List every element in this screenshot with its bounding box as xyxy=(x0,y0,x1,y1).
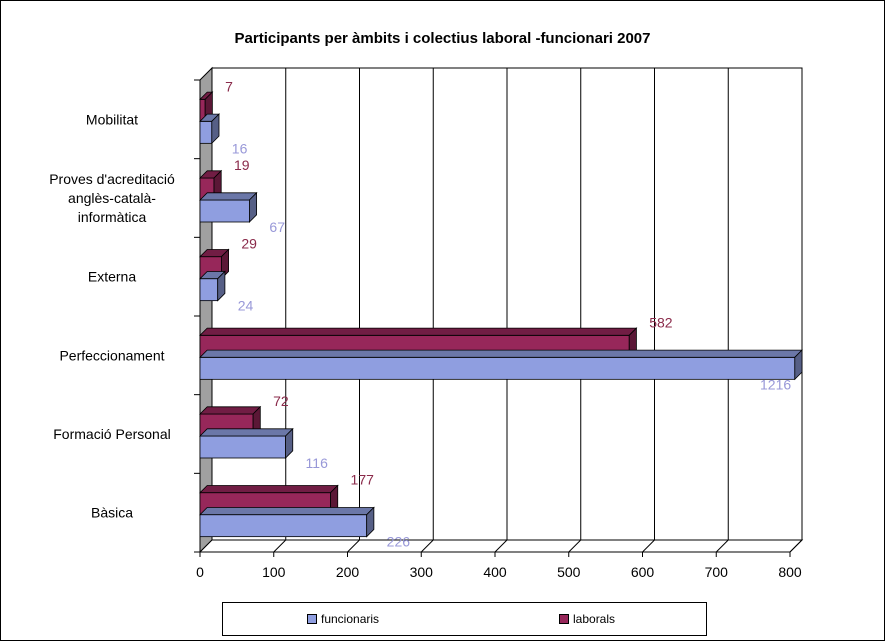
bar-funcionaris-2-front xyxy=(199,278,219,302)
category-labels: Mobilitat Proves d'acreditació anglès-cata… xyxy=(49,111,175,520)
x-tick-label: 200 xyxy=(336,564,360,580)
x-tick-label: 600 xyxy=(631,564,655,580)
bar-funcionaris-3-top xyxy=(199,349,803,358)
category-label: Mobilitat xyxy=(86,111,138,127)
value-label-laborals-4: 72 xyxy=(273,393,289,409)
bar-laborals-4-top xyxy=(199,406,262,415)
x-tick-label: 500 xyxy=(557,564,581,580)
bar-funcionaris-4 xyxy=(199,427,294,459)
bar-funcionaris-0 xyxy=(199,113,220,145)
legend-swatch-laborals xyxy=(559,614,569,624)
bar-funcionaris-3-side xyxy=(794,349,803,381)
legend: funcionaris laborals xyxy=(222,602,707,636)
bar-laborals-3-top xyxy=(199,327,638,336)
x-tick-label: 0 xyxy=(196,564,204,580)
legend-label-funcionaris: funcionaris xyxy=(321,612,380,626)
legend-swatch-funcionaris xyxy=(307,614,317,624)
category-label: Perfeccionament xyxy=(59,347,164,363)
gridline-floor xyxy=(642,539,655,553)
bar-funcionaris-0-side xyxy=(211,113,220,145)
category-label: informàtica xyxy=(78,209,147,225)
bar-laborals-5-top xyxy=(199,485,339,494)
bar-funcionaris-1-front xyxy=(199,199,250,223)
plot-walls xyxy=(198,66,804,554)
legend-item-laborals: laborals xyxy=(559,612,615,626)
chart-title: Participants per àmbits i colectius labo… xyxy=(234,30,651,47)
value-label-funcionaris-2: 24 xyxy=(238,298,254,314)
value-label-laborals-2: 29 xyxy=(241,236,257,252)
x-tick-label: 700 xyxy=(705,564,729,580)
gridline-floor xyxy=(420,539,434,553)
bar-funcionaris-1 xyxy=(199,191,258,223)
value-label-laborals-1: 19 xyxy=(234,157,250,173)
value-label-funcionaris-5: 226 xyxy=(387,534,411,550)
bar-funcionaris-5-side xyxy=(366,506,375,538)
bar-funcionaris-2 xyxy=(199,270,226,302)
x-tick-label: 400 xyxy=(483,564,507,580)
value-label-laborals-3: 582 xyxy=(649,314,673,330)
x-tick-label: 800 xyxy=(778,564,802,580)
axis xyxy=(194,79,791,557)
bar-funcionaris-0-front xyxy=(199,120,213,144)
category-label: Formació Personal xyxy=(53,426,171,442)
value-label-laborals-0: 7 xyxy=(225,78,233,94)
bar-funcionaris-4-top xyxy=(199,428,294,437)
gridline-floor xyxy=(347,539,360,553)
tick-labels: 0 100 200 300 400 500 600 700 800 xyxy=(196,564,802,580)
bar-funcionaris-3 xyxy=(199,349,803,381)
bar-funcionaris-1-side xyxy=(249,191,258,223)
legend-item-funcionaris: funcionaris xyxy=(307,612,379,626)
bars xyxy=(199,91,803,538)
x-tick-label: 300 xyxy=(410,564,434,580)
gridline-floor xyxy=(494,539,508,553)
gridline-floor xyxy=(273,539,287,553)
legend-label-laborals: laborals xyxy=(573,612,616,626)
value-label-funcionaris-1: 67 xyxy=(269,219,285,235)
value-label-funcionaris-3: 1216 xyxy=(760,376,791,392)
category-label: Bàsica xyxy=(91,505,133,521)
bar-funcionaris-5-front xyxy=(199,514,368,538)
category-label: Proves d'acreditació xyxy=(49,171,175,187)
bar-funcionaris-2-side xyxy=(217,270,226,302)
gridlines xyxy=(273,68,803,553)
x-tick-label: 100 xyxy=(262,564,286,580)
value-label-funcionaris-0: 16 xyxy=(232,140,248,156)
bar-funcionaris-3-front xyxy=(199,356,796,380)
bar-funcionaris-1-top xyxy=(199,192,258,201)
category-label: Externa xyxy=(88,269,136,285)
bar-funcionaris-4-side xyxy=(285,427,294,459)
bar-funcionaris-4-front xyxy=(199,435,286,459)
gridline-floor xyxy=(715,539,729,553)
gridline-floor xyxy=(789,539,803,553)
bar-funcionaris-5 xyxy=(199,506,375,538)
value-label-laborals-5: 177 xyxy=(351,472,375,488)
category-label: anglès-català- xyxy=(68,190,156,206)
gridline-floor xyxy=(568,539,582,553)
bar-funcionaris-5-top xyxy=(199,507,375,516)
value-label-funcionaris-4: 116 xyxy=(306,455,329,471)
